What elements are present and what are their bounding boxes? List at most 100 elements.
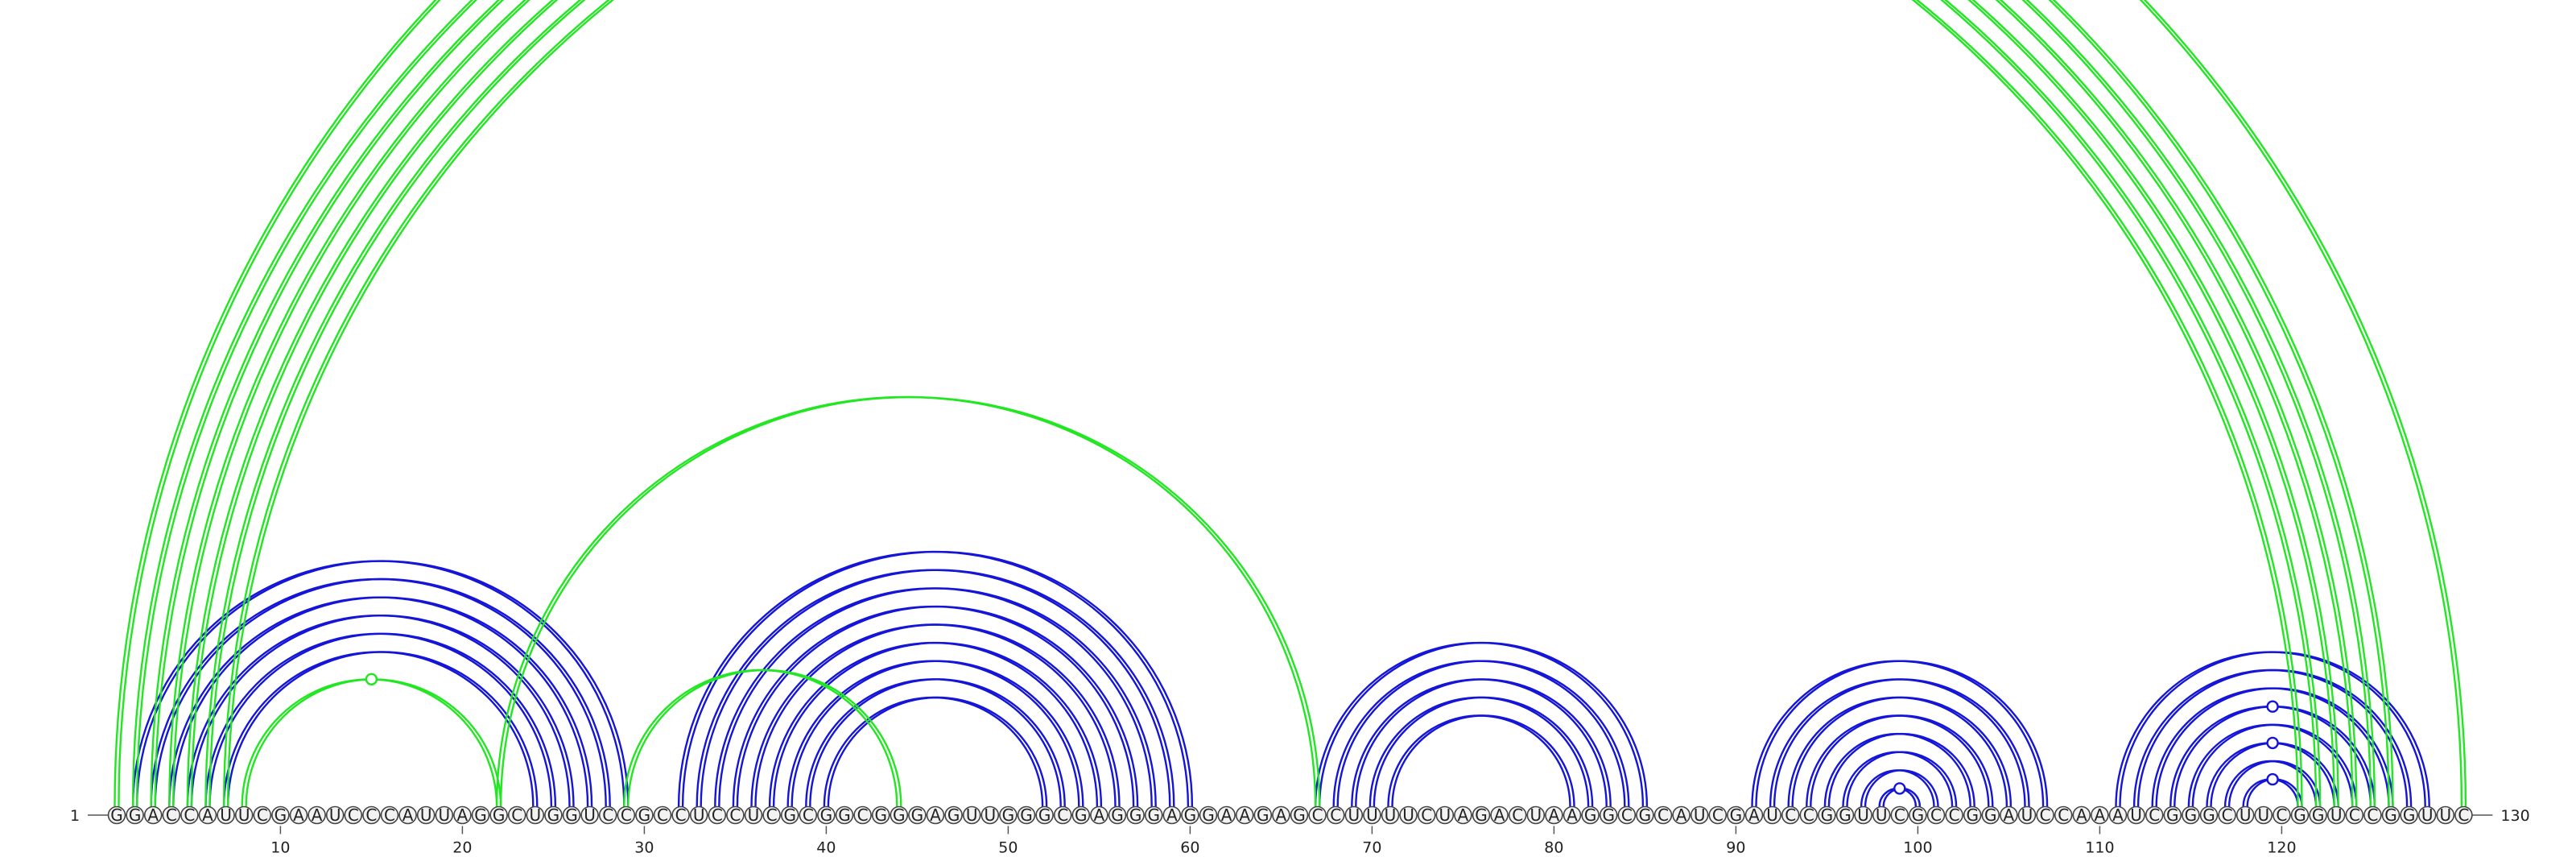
nucleotide-letter: G — [110, 805, 123, 825]
nucleotide-circle — [1017, 805, 1036, 825]
nucleotide-circle — [416, 805, 436, 825]
nucleotide-letter: U — [1766, 805, 1778, 825]
nucleotide-111: A — [2108, 805, 2128, 825]
nucleotide-56: G — [1108, 805, 1127, 825]
blue-arc-34-58-b — [718, 587, 1157, 807]
nucleotide-letter: G — [1111, 805, 1124, 825]
nucleotide-letter: U — [1530, 805, 1542, 825]
blue-arc-marker-118-121 — [2266, 772, 2279, 786]
nucleotide-letter: G — [2403, 805, 2416, 825]
nucleotide-73: C — [1417, 805, 1436, 825]
nucleotide-54: G — [1071, 805, 1091, 825]
nucleotide-49: U — [980, 805, 1000, 825]
nucleotide-circle — [744, 805, 763, 825]
nucleotide-circle — [362, 805, 381, 825]
green-arc-7-121-a — [222, 0, 2299, 807]
tick-label-30: 30 — [634, 839, 654, 857]
nucleotide-letter: U — [2439, 805, 2451, 825]
nucleotide-letter: C — [602, 805, 613, 825]
nucleotide-1: G — [107, 805, 126, 825]
nucleotide-106: U — [2017, 805, 2037, 825]
nucleotide-letter: G — [1912, 805, 1925, 825]
nucleotide-20: A — [453, 805, 472, 825]
nucleotide-60: G — [1181, 805, 1199, 825]
nucleotide-letter: A — [1494, 805, 1505, 825]
nucleotide-circle — [2182, 805, 2200, 825]
nucleotide-48: U — [962, 805, 981, 825]
nucleotide-letter: G — [1730, 805, 1743, 825]
nucleotide-circle — [126, 805, 144, 825]
nucleotide-74: U — [1435, 805, 1455, 825]
nucleotide-letter: U — [2240, 805, 2252, 825]
nucleotide-78: C — [1508, 805, 1527, 825]
green-arc-2-126-b — [135, 0, 2394, 807]
nucleotide-38: G — [780, 805, 799, 825]
tick-label-50: 50 — [998, 839, 1018, 857]
nucleotide-circle — [2417, 805, 2437, 825]
green-arc-22-67-b — [499, 395, 1321, 807]
green-arc-8-22-b — [245, 678, 502, 807]
nucleotide-81: A — [1563, 805, 1582, 825]
nucleotide-circle — [1672, 805, 1690, 825]
nucleotide-circle — [2199, 805, 2219, 825]
nucleotide-letter: A — [2004, 805, 2015, 825]
nucleotide-letter: A — [202, 805, 213, 825]
nucleotide-95: G — [1818, 805, 1836, 825]
nucleotide-circle — [526, 805, 545, 825]
nucleotide-letter: C — [1894, 805, 1905, 825]
nucleotide-letter: U — [1402, 805, 1414, 825]
nucleotide-letter: G — [1839, 805, 1852, 825]
nucleotide-9: C — [253, 805, 272, 825]
nucleotide-circle — [1090, 805, 1108, 825]
blue-arc-91-107-b — [1755, 660, 2049, 807]
green-arc-29-44-b — [627, 669, 902, 807]
tick-label-60: 60 — [1180, 839, 1199, 857]
nucleotide-letter: G — [1020, 805, 1033, 825]
nucleotide-letter: A — [2076, 805, 2087, 825]
nucleotide-circle — [1563, 805, 1582, 825]
nucleotide-32: C — [671, 805, 690, 825]
nucleotide-43: G — [871, 805, 890, 825]
nucleotide-circle — [2072, 805, 2091, 825]
nucleotide-circle — [180, 805, 199, 825]
nucleotide-91: A — [1744, 805, 1764, 825]
nucleotide-109: A — [2072, 805, 2091, 825]
blue-arc-33-59-b — [700, 569, 1175, 807]
nucleotide-23: C — [507, 805, 526, 825]
nucleotide-84: C — [1617, 805, 1637, 825]
nucleotide-circle — [1690, 805, 1709, 825]
nucleotide-letter: C — [621, 805, 632, 825]
nucleotide-64: G — [1253, 805, 1273, 825]
nucleotide-letter: A — [1166, 805, 1178, 825]
nucleotide-letter: U — [1385, 805, 1397, 825]
nucleotide-letter: U — [584, 805, 596, 825]
nucleotide-115: G — [2182, 805, 2200, 825]
nucleotide-letter: C — [1803, 805, 1814, 825]
nucleotide-letter: C — [657, 805, 668, 825]
green-arc-marker-8-22 — [365, 673, 378, 685]
nucleotide-circle — [908, 805, 927, 825]
nucleotide-circle — [1835, 805, 1855, 825]
blue-arc-96-102-a — [1842, 751, 1954, 807]
nucleotide-47: G — [944, 805, 963, 825]
nucleotide-circle — [325, 805, 345, 825]
nucleotide-103: G — [1963, 805, 1982, 825]
blue-arc-39-53-b — [809, 678, 1066, 807]
tick-label-10: 10 — [270, 839, 290, 857]
nucleotide-21: G — [471, 805, 490, 825]
nucleotide-circle — [1781, 805, 1800, 825]
nucleotide-120: C — [2273, 805, 2291, 825]
nucleotide-circle — [1490, 805, 1509, 825]
nucleotide-102: C — [1945, 805, 1963, 825]
nucleotide-letter: C — [511, 805, 522, 825]
green-arc-3-125-a — [150, 0, 2372, 807]
blue-arc-111-128-b — [2119, 651, 2430, 807]
nucleotide-letter: C — [2149, 805, 2160, 825]
nucleotide-letter: G — [1038, 805, 1051, 825]
nucleotide-letter: C — [1657, 805, 1669, 825]
nucleotide-letter: C — [2276, 805, 2287, 825]
blue-arc-115-124-a — [2187, 723, 2354, 807]
nucleotide-112: U — [2127, 805, 2145, 825]
nucleotide-35: C — [726, 805, 745, 825]
